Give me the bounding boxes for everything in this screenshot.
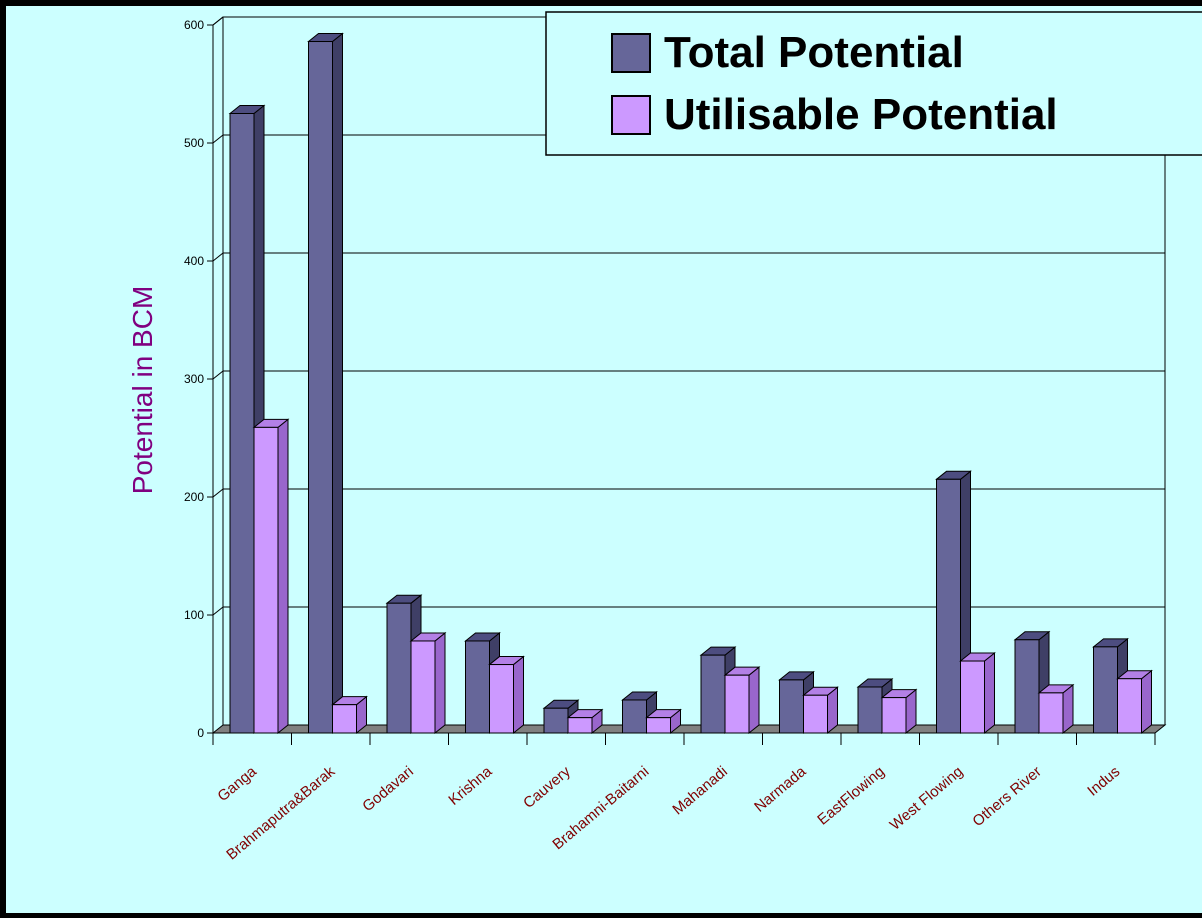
y-tick-label: 500 [184,136,204,150]
bar-utilisable-4-front [567,717,593,734]
bar-utilisable-8-front [881,697,907,734]
bar-utilisable-9-front [960,660,985,734]
y-tick-label: 600 [184,18,204,32]
bar-total-1-side [332,32,343,735]
bar-utilisable-1-front [332,704,357,734]
bars [228,32,1153,735]
bar-total-6-front [700,654,726,734]
bar-utilisable-5-front [646,717,671,734]
bar-utilisable-9 [959,651,996,735]
gridline-depth [212,370,224,380]
bar-utilisable-0 [252,418,290,735]
bar-total-0-front [229,113,255,734]
bar-utilisable-6 [723,666,761,735]
y-tick-label: 0 [197,726,204,740]
bar-total-5-front [622,699,647,734]
bar-total-3-front [465,640,490,734]
legend-label: Utilisable Potential [664,90,1058,139]
bar-utilisable-9-side [984,651,995,735]
bar-utilisable-2-side [434,631,446,735]
chart-background [6,6,1202,913]
bar-utilisable-7-front [803,694,828,734]
gridline-depth [212,134,224,144]
bar-utilisable-2-front [410,640,436,734]
bar-utilisable-3-side [513,655,524,735]
bar-utilisable-7 [802,686,839,735]
legend: Total Potential Utilisable Potential [545,11,1202,156]
bar-utilisable-11-front [1117,678,1142,734]
bar-utilisable-3 [488,655,525,735]
bar-utilisable-2 [409,631,447,735]
bar-total-11-front [1093,646,1118,734]
tick-labels: 0 100 200 300 400 500 600 [184,18,204,740]
y-tick-label: 400 [184,254,204,268]
bar-utilisable-3-front [489,664,514,734]
bar-total-2-front [386,602,412,734]
bar-utilisable-8 [880,688,918,735]
gridline-depth [212,252,224,262]
bar-utilisable-6-front [724,674,750,734]
bar-utilisable-11 [1116,669,1153,735]
bar-total-1 [307,32,344,735]
bar-utilisable-10-front [1038,692,1064,734]
bar-utilisable-0-front [253,426,279,734]
bar-total-8-front [857,686,883,734]
bar-utilisable-5 [645,708,682,735]
y-axis-label: Potential in BCM [127,286,158,495]
y-tick-label: 200 [184,490,204,504]
gridline-depth [212,488,224,498]
legend-swatch [611,33,651,73]
y-tick-label: 100 [184,608,204,622]
bar-utilisable-1 [331,695,368,735]
bar-total-9-front [936,478,961,734]
bar-utilisable-4 [566,708,604,735]
bar-utilisable-6-side [748,666,760,735]
legend-box [545,11,1202,156]
bar-utilisable-11-side [1141,669,1152,735]
bar-utilisable-0-side [277,418,289,735]
bar-total-1-front [308,41,333,734]
gridline-depth [212,606,224,616]
bar-total-4-front [543,707,569,734]
y-tick-label: 300 [184,372,204,386]
bar-total-10-front [1014,639,1040,734]
bar-total-7-front [779,679,804,734]
bar-utilisable-10 [1037,683,1075,735]
y-axis-top [212,16,224,26]
legend-label: Total Potential [664,28,964,77]
legend-swatch [611,95,651,135]
axes [207,16,1167,745]
